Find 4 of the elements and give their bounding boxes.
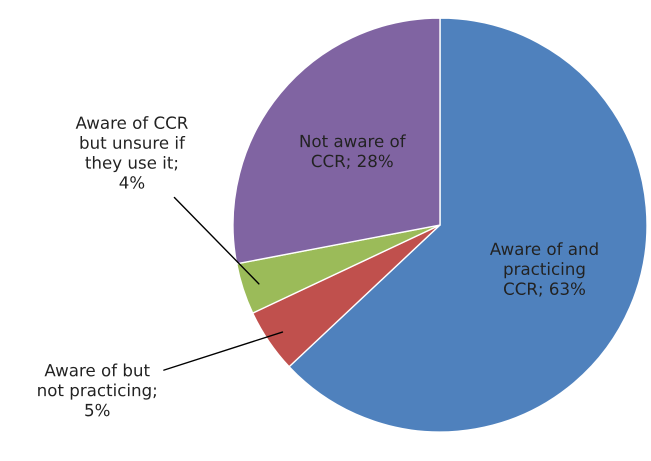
slice-label: Not aware of CCR; 28% <box>300 134 406 169</box>
slice-label: Aware of CCR but unsure if they use it; 4% <box>76 116 188 189</box>
slice-label: Aware of but not practicing; 5% <box>38 364 156 416</box>
slice-label: Aware of and practicing CCR; 63% <box>490 242 598 297</box>
